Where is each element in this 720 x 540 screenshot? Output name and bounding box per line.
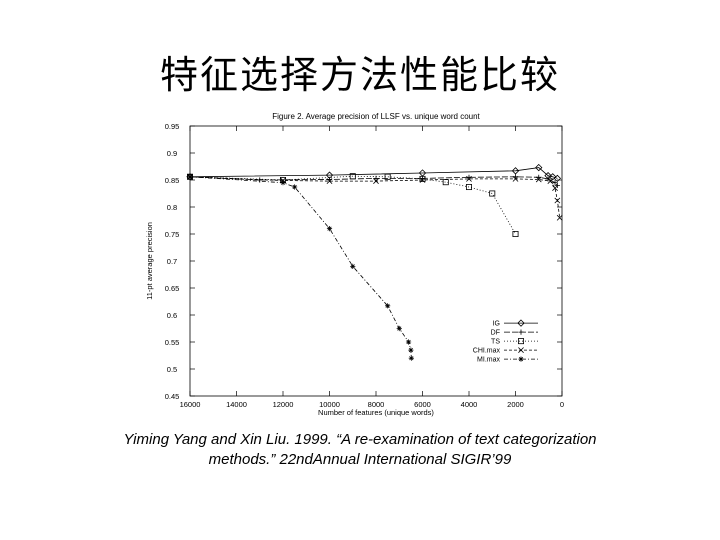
x-tick-label: 6000 xyxy=(414,400,431,409)
data-point-mi-max xyxy=(292,184,298,190)
data-point-ts xyxy=(465,184,472,191)
data-point-ts xyxy=(489,190,496,197)
x-tick-label: 16000 xyxy=(180,400,201,409)
y-axis-label: 11-pt average precision xyxy=(145,222,154,300)
precision-chart: Figure 2. Average precision of LLSF vs. … xyxy=(145,112,564,417)
y-tick-label: 0.55 xyxy=(165,338,180,347)
data-point-ts xyxy=(442,179,449,186)
x-tick-label: 0 xyxy=(560,400,564,409)
data-point-chi-max xyxy=(552,185,558,191)
data-point-df xyxy=(552,180,558,186)
legend-label-df: DF xyxy=(491,330,500,337)
legend-label-ig: IG xyxy=(493,321,500,328)
y-tick-label: 0.8 xyxy=(167,203,177,212)
series-line-chi-max xyxy=(189,176,561,218)
data-point-chi-max xyxy=(535,176,542,183)
series-line-ig xyxy=(189,167,558,179)
data-point-ts xyxy=(512,231,519,238)
legend-label-chi-max: CHI.max xyxy=(473,348,501,355)
legend-label-mi-max: MI.max xyxy=(477,357,500,364)
data-point-mi-max xyxy=(385,303,391,309)
legend-label-ts: TS xyxy=(491,339,500,346)
y-tick-label: 0.45 xyxy=(165,392,180,401)
plot-frame xyxy=(189,125,563,397)
legend-marker-mi-max xyxy=(518,356,524,362)
slide-title: 特征选择方法性能比较 xyxy=(159,53,560,97)
data-point-chi-max xyxy=(373,178,379,184)
x-tick-label: 4000 xyxy=(461,400,478,409)
y-tick-label: 0.65 xyxy=(165,284,180,293)
y-tick-label: 0.9 xyxy=(167,149,177,158)
y-tick-label: 0.85 xyxy=(165,176,180,185)
data-point-mi-max xyxy=(326,226,333,232)
series-line-df xyxy=(189,176,558,186)
citation-line-1: Yiming Yang and Xin Liu. 1999. “A re-exa… xyxy=(123,431,597,448)
data-point-ts xyxy=(349,173,356,180)
legend-marker-ts xyxy=(517,338,524,345)
legend-marker-ig xyxy=(517,319,525,327)
data-point-mi-max xyxy=(405,339,412,345)
series-line-mi-max xyxy=(189,176,412,359)
y-tick-label: 0.6 xyxy=(167,311,177,320)
x-tick-label: 14000 xyxy=(226,400,247,409)
y-tick-label: 0.5 xyxy=(167,365,177,374)
y-tick-label: 0.75 xyxy=(165,230,180,239)
x-tick-label: 12000 xyxy=(273,400,294,409)
data-point-ig xyxy=(549,173,557,181)
data-point-mi-max xyxy=(396,325,402,332)
x-tick-label: 2000 xyxy=(507,400,524,409)
data-point-ig xyxy=(511,167,520,175)
data-point-ts xyxy=(419,175,426,182)
data-point-chi-max xyxy=(466,176,472,182)
data-point-chi-max xyxy=(554,197,561,204)
y-tick-label: 0.7 xyxy=(167,257,177,266)
data-point-mi-max xyxy=(350,263,356,269)
x-tick-label: 10000 xyxy=(319,400,340,409)
data-point-chi-max xyxy=(512,176,519,182)
data-point-chi-max xyxy=(547,178,554,184)
data-point-mi-max xyxy=(408,347,414,353)
data-point-ts xyxy=(384,173,391,180)
x-axis-label: Number of features (unique words) xyxy=(318,408,434,417)
data-point-chi-max xyxy=(326,178,333,184)
data-point-ig xyxy=(186,173,194,181)
citation-caption: Yiming Yang and Xin Liu. 1999. “A re-exa… xyxy=(60,430,660,470)
data-point-ig xyxy=(535,163,543,172)
data-point-mi-max xyxy=(187,174,193,180)
data-point-chi-max xyxy=(419,177,426,183)
y-tick-label: 0.95 xyxy=(165,122,180,131)
x-tick-label: 8000 xyxy=(368,400,385,409)
legend-marker-df xyxy=(518,329,524,335)
citation-line-2: methods.” 22ndAnnual International SIGIR… xyxy=(208,451,512,468)
data-point-ig xyxy=(553,174,562,183)
data-point-mi-max xyxy=(280,180,286,186)
legend-marker-chi-max xyxy=(518,347,524,353)
chart-title: Figure 2. Average precision of LLSF vs. … xyxy=(272,112,480,121)
data-point-chi-max xyxy=(556,214,563,221)
data-point-mi-max xyxy=(408,355,414,361)
